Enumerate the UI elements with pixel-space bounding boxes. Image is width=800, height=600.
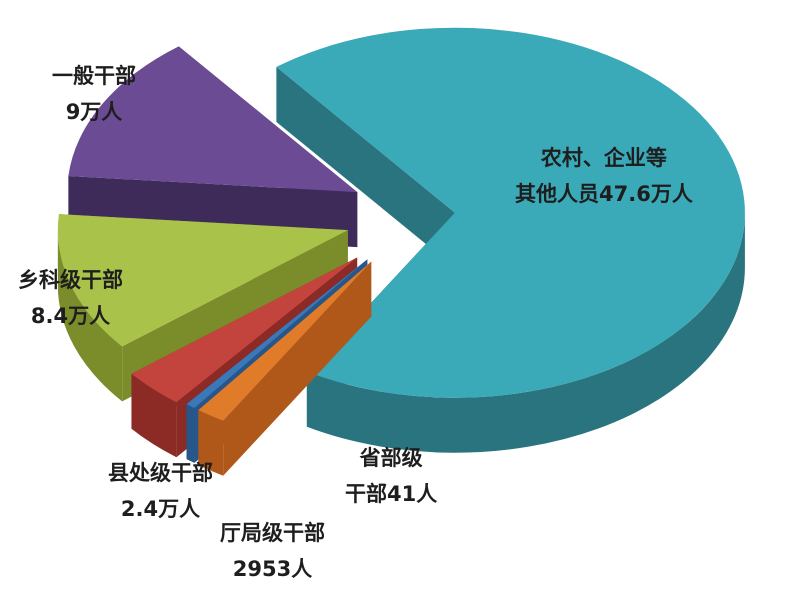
label-township-value: 8.4万人 xyxy=(30,304,111,328)
label-other-name: 农村、企业等 xyxy=(540,146,667,170)
label-other-value: 其他人员47.6万人 xyxy=(515,182,693,206)
label-bureau-value: 2953人 xyxy=(232,557,313,581)
slice-general xyxy=(68,46,358,193)
slice-provincial-wall-1 xyxy=(198,261,372,466)
label-bureau: 厅局级干部 2953人 xyxy=(220,515,325,587)
label-county-value: 2.4万人 xyxy=(120,497,201,521)
slice-county-outer-wall xyxy=(131,373,177,458)
slice-other xyxy=(276,27,745,398)
slice-other-wall-0 xyxy=(276,66,455,268)
label-general: 一般干部 9万人 xyxy=(52,58,136,130)
label-other: 农村、企业等 其他人员47.6万人 xyxy=(515,140,693,212)
label-provincial-name: 省部级 xyxy=(359,446,423,470)
slice-provincial-outer-wall xyxy=(198,410,224,476)
label-county-name: 县处级干部 xyxy=(108,461,213,485)
slice-other-outer-wall xyxy=(306,212,745,453)
label-provincial: 省部级 干部41人 xyxy=(345,440,437,512)
label-provincial-value: 干部41人 xyxy=(345,482,438,506)
label-general-value: 9万人 xyxy=(65,100,123,124)
slice-township xyxy=(57,214,348,347)
label-general-name: 一般干部 xyxy=(52,64,136,88)
slice-provincial xyxy=(198,261,372,421)
slice-township-outer-wall xyxy=(57,230,123,402)
label-county: 县处级干部 2.4万人 xyxy=(108,455,213,527)
slice-county xyxy=(131,257,358,403)
slice-bureau xyxy=(186,259,368,408)
slice-bureau-outer-wall xyxy=(186,404,195,463)
label-bureau-name: 厅局级干部 xyxy=(220,521,325,545)
label-township-name: 乡科级干部 xyxy=(18,268,123,292)
label-township: 乡科级干部 8.4万人 xyxy=(18,262,123,334)
